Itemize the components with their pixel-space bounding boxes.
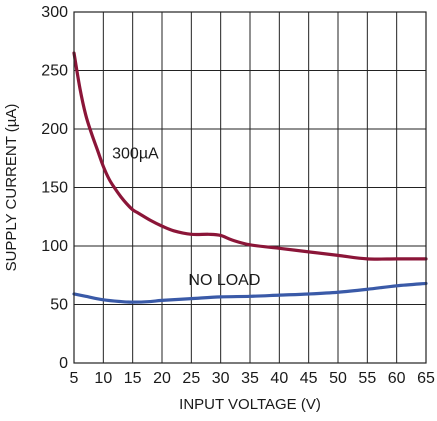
x-tick-label: 30	[212, 370, 230, 387]
x-tick-labels: 5 10 15 20 25 30 35 40 45 50 55 60 65	[70, 370, 435, 387]
y-tick-label: 0	[59, 355, 68, 372]
x-tick-label: 5	[70, 370, 79, 387]
x-tick-label: 25	[182, 370, 200, 387]
x-tick-label: 35	[241, 370, 259, 387]
x-tick-label: 20	[153, 370, 171, 387]
series-label-300ua: 300µA	[112, 145, 159, 162]
x-tick-label: 60	[388, 370, 406, 387]
series-label-no-load: NO LOAD	[188, 272, 260, 289]
y-tick-label: 200	[41, 121, 68, 138]
plot-frame	[73, 11, 427, 364]
series-line-300ua	[72, 51, 428, 261]
y-axis-label: SUPPLY CURRENT (µA)	[3, 104, 20, 272]
x-axis-label: INPUT VOLTAGE (V)	[179, 396, 321, 413]
y-tick-label: 300	[41, 4, 68, 21]
x-tick-label: 40	[270, 370, 288, 387]
y-tick-label: 50	[50, 297, 68, 314]
x-tick-label: 65	[417, 370, 435, 387]
x-tick-label: 15	[124, 370, 142, 387]
x-tick-label: 50	[329, 370, 347, 387]
grid	[73, 11, 427, 364]
series-layer	[72, 51, 428, 304]
x-tick-label: 55	[358, 370, 376, 387]
y-tick-label: 100	[41, 238, 68, 255]
y-tick-label: 150	[41, 180, 68, 197]
y-tick-labels: 0 50 100 150 200 250 300	[41, 4, 68, 372]
y-tick-label: 250	[41, 63, 68, 80]
series-line-no-load	[72, 281, 428, 304]
x-tick-label: 45	[300, 370, 318, 387]
x-tick-label: 10	[94, 370, 112, 387]
